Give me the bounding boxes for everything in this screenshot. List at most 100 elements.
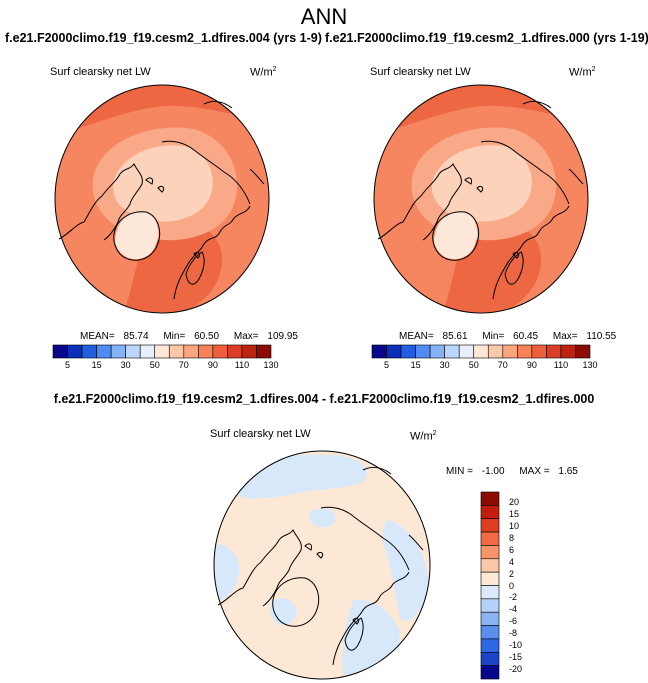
panel-2-max-value: 110.55 bbox=[586, 331, 617, 342]
colorbar-swatch bbox=[560, 344, 576, 359]
colorbar-tick-label: -15 bbox=[509, 652, 523, 663]
colorbar-tick-label: 130 bbox=[263, 360, 279, 370]
colorbar-swatch bbox=[480, 598, 500, 613]
panel-2-max-label: Max= bbox=[552, 331, 578, 342]
panel-1-units-exp: 2 bbox=[272, 66, 277, 73]
colorbar-swatch bbox=[480, 625, 500, 640]
panel-2-min-label: Min= bbox=[482, 331, 505, 342]
colorbar-swatch bbox=[110, 344, 126, 359]
colorbar-swatch bbox=[415, 344, 431, 359]
colorbar-swatch bbox=[480, 505, 500, 520]
panel-3-units: W/m2 bbox=[410, 430, 437, 443]
panel-1-coast-asia bbox=[161, 140, 251, 205]
panel-2-mean: MEAN= 85.61 bbox=[399, 331, 474, 342]
colorbar-tick-label: 15 bbox=[509, 508, 520, 519]
colorbar-swatch bbox=[487, 344, 504, 359]
panel-3-variable: Surf clearsky net LW bbox=[210, 428, 311, 440]
panel-3-field-greenland-south bbox=[269, 598, 297, 625]
colorbar-tick-label: 130 bbox=[582, 360, 598, 370]
colorbar-tick-label: -6 bbox=[509, 616, 518, 627]
colorbar-swatch bbox=[256, 344, 272, 359]
colorbar-swatch bbox=[67, 344, 83, 359]
colorbar-tick-label: 10 bbox=[509, 520, 520, 531]
colorbar-swatch bbox=[96, 344, 112, 359]
colorbar-tick-label: -4 bbox=[509, 604, 518, 615]
panel-1-coast-islands bbox=[145, 177, 201, 259]
panel-2-coast-asia bbox=[480, 140, 570, 205]
colorbar-tick-label: -20 bbox=[509, 663, 523, 674]
panel-2-coast-north-america bbox=[377, 163, 462, 241]
panel-3-map bbox=[213, 450, 431, 680]
colorbar-swatch bbox=[444, 344, 460, 359]
colorbar-swatch bbox=[139, 344, 156, 359]
page-title: ANN bbox=[300, 4, 348, 29]
panel-2-field-greenland bbox=[434, 211, 478, 260]
panel-3-coast-scandinavia bbox=[344, 617, 364, 651]
case-title-left: f.e21.F2000climo.f19_f19.cesm2_1.dfires.… bbox=[5, 31, 322, 45]
panel-2-units-exp: 2 bbox=[591, 66, 596, 73]
panel-2-mean-label: MEAN= bbox=[399, 331, 434, 342]
colorbar-tick-label: 30 bbox=[439, 360, 450, 370]
colorbar-tick-label: 110 bbox=[553, 360, 569, 370]
colorbar-tick-label: 2 bbox=[509, 568, 515, 579]
panel-1-max-value: 109.95 bbox=[267, 331, 298, 342]
colorbar-swatch bbox=[168, 344, 185, 359]
panel-2-coast-scandinavia bbox=[504, 251, 524, 285]
panel-2-coast-europe bbox=[492, 205, 570, 300]
panel-1-stats: MEAN= 85.74 Min= 60.50 Max= 109.95 bbox=[80, 331, 310, 342]
panel-1-mean-value: 85.74 bbox=[123, 331, 149, 342]
panel-2-units: W/m2 bbox=[569, 66, 596, 79]
colorbar-swatch bbox=[502, 344, 518, 359]
panel-2-units-base: W/m bbox=[569, 66, 592, 79]
panel-3-field-central bbox=[309, 508, 336, 528]
panel-1-coast-scandinavia bbox=[185, 251, 205, 285]
panel-2-coast-greenland bbox=[432, 211, 480, 261]
colorbar-tick-label: 70 bbox=[178, 360, 189, 370]
panel-3-field-west bbox=[214, 544, 240, 600]
colorbar-swatch bbox=[480, 611, 500, 626]
colorbar-swatch bbox=[480, 558, 500, 573]
colorbar-tick-label: 50 bbox=[149, 360, 160, 370]
colorbar-swatch bbox=[400, 344, 416, 359]
colorbar-swatch bbox=[386, 344, 402, 359]
panel-1-coast-greenland bbox=[113, 211, 161, 261]
colorbar-swatch bbox=[212, 344, 228, 359]
panel-2-field-arctic-inner bbox=[431, 145, 532, 222]
colorbar-tick-label: 30 bbox=[120, 360, 131, 370]
panel-2-max: Max= 110.55 bbox=[553, 331, 622, 342]
colorbar-swatch bbox=[480, 665, 500, 680]
colorbar-swatch bbox=[531, 344, 547, 359]
panel-2-mean-value: 85.61 bbox=[442, 331, 468, 342]
panel-1-max-label: Max= bbox=[233, 331, 259, 342]
colorbar-swatch bbox=[480, 638, 500, 653]
colorbar-tick-label: 6 bbox=[509, 544, 515, 555]
colorbar-swatch bbox=[371, 344, 387, 359]
colorbar-swatch bbox=[429, 344, 445, 359]
panel-3-colorbar: 20 15 10 8 6 4 2 0 -2 -4 -6 -8 -10 -15 -20 bbox=[480, 491, 531, 680]
colorbar-swatch bbox=[480, 518, 500, 533]
panel-3-units-exp: 2 bbox=[432, 430, 437, 437]
colorbar-swatch bbox=[480, 545, 500, 560]
colorbar-swatch bbox=[241, 344, 257, 359]
colorbar-tick-label: 8 bbox=[509, 532, 515, 543]
colorbar-swatch bbox=[473, 344, 489, 359]
colorbar-tick-label: 50 bbox=[468, 360, 479, 370]
panel-2-map bbox=[373, 84, 589, 314]
panel-1-min-value: 60.50 bbox=[194, 331, 220, 342]
panel-2-variable: Surf clearsky net LW bbox=[370, 66, 471, 78]
panel-3-stats: MIN = -1.00 MAX = 1.65 bbox=[446, 466, 590, 477]
colorbar-tick-label: 20 bbox=[509, 497, 520, 508]
panel-1-units: W/m2 bbox=[250, 66, 277, 79]
panel-3-max: MAX = 1.65 bbox=[519, 466, 584, 477]
colorbar-tick-label: 90 bbox=[526, 360, 537, 370]
panel-1-min-label: Min= bbox=[163, 331, 186, 342]
panel-3-coast-islands bbox=[304, 543, 360, 625]
panel-3-coast-greenland bbox=[272, 577, 320, 627]
panel-3-min-value: -1.00 bbox=[481, 466, 505, 477]
colorbar-swatch bbox=[517, 344, 533, 359]
colorbar-swatch bbox=[198, 344, 214, 359]
colorbar-swatch bbox=[125, 344, 141, 359]
colorbar-swatch bbox=[480, 651, 500, 666]
colorbar-swatch bbox=[480, 491, 500, 506]
colorbar-tick-label: 70 bbox=[497, 360, 508, 370]
